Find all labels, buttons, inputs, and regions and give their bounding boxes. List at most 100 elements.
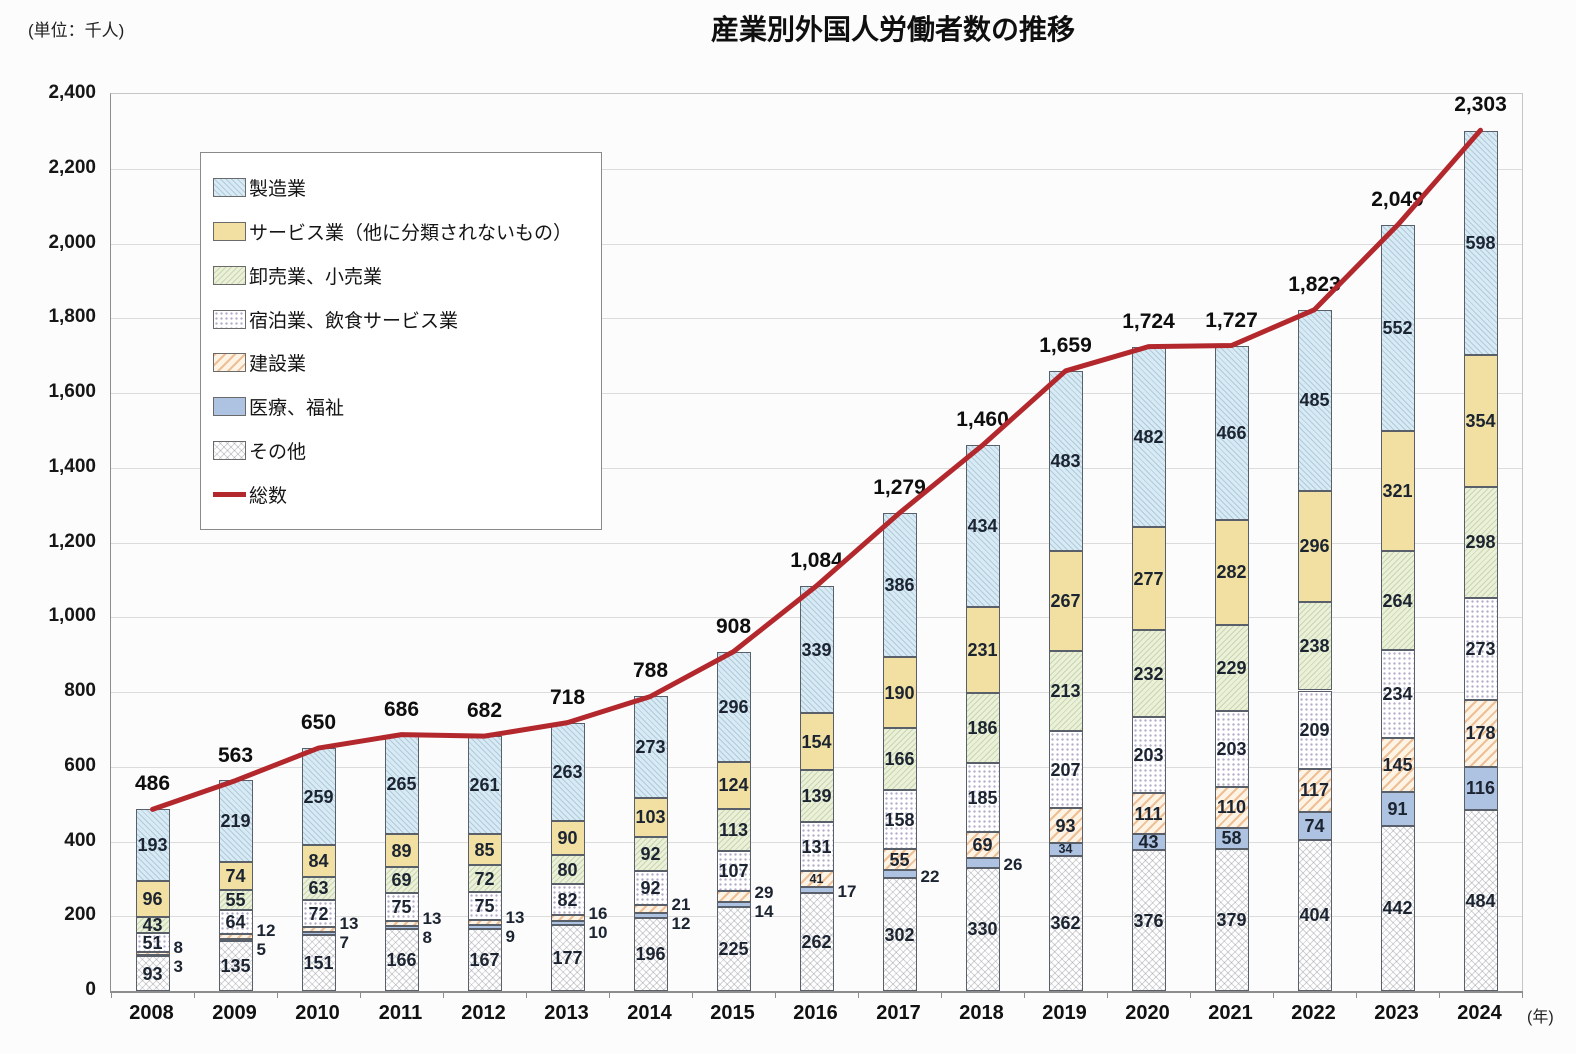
segment-value: 552 [1382, 318, 1413, 339]
x-tick-label: 2024 [1457, 1002, 1502, 1024]
y-tick-label: 1,600 [48, 381, 96, 402]
x-tick-label: 2009 [212, 1002, 257, 1024]
segment-value: 80 [557, 859, 578, 880]
segment-value: 51 [142, 932, 163, 953]
segment-value: 124 [718, 775, 749, 796]
bar-segment-accommodation: 92 [633, 871, 668, 906]
bar-segment-construction [716, 890, 751, 902]
outside-segment-values: 16 10 [589, 904, 608, 942]
legend-label: その他 [249, 442, 307, 464]
bar-segment-manufacturing: 339 [799, 586, 834, 713]
segment-value: 178 [1465, 723, 1496, 744]
segment-value: 302 [884, 924, 915, 945]
segment-value: 89 [391, 840, 412, 861]
bar-segment-accommodation: 185 [965, 763, 1000, 833]
bar-segment-manufacturing: 482 [1131, 346, 1166, 527]
bar-segment-manufacturing: 263 [550, 722, 585, 821]
bar-segment-wholesale: 139 [799, 770, 834, 823]
segment-value: 273 [635, 737, 666, 758]
bar-segment-wholesale: 238 [1297, 601, 1332, 691]
bar-segment-medical: 34 [1048, 842, 1083, 856]
bar-segment-services: 85 [467, 833, 502, 866]
segment-value: 69 [391, 870, 412, 891]
unit-label: (単位：千人) [28, 21, 125, 40]
bar-segment-medical [633, 913, 668, 918]
bar-segment-construction: 117 [1297, 768, 1332, 813]
segment-value: 277 [1133, 568, 1164, 589]
segment-value-outside: 8 [422, 927, 432, 947]
x-tick-label: 2010 [295, 1002, 340, 1024]
y-tick-label: 2,400 [48, 82, 96, 103]
segment-value: 296 [718, 696, 749, 717]
chart-title: 産業別外国人労働者数の推移 [710, 14, 1076, 45]
legend-swatch-manufacturing [213, 177, 246, 197]
x-tick-label: 2015 [710, 1002, 755, 1024]
segment-value: 139 [801, 786, 832, 807]
x-tick-label: 2022 [1291, 1002, 1336, 1024]
segment-value: 321 [1382, 481, 1413, 502]
x-tick-label: 2018 [959, 1002, 1004, 1024]
segment-value-outside: 9 [505, 926, 515, 946]
segment-value: 69 [972, 835, 993, 856]
segment-value: 273 [1465, 639, 1496, 660]
segment-value: 362 [1050, 913, 1081, 934]
bar-segment-wholesale: 264 [1380, 551, 1415, 651]
legend-item-services: サービス業（他に分類されないもの） [213, 218, 593, 245]
segment-value: 166 [884, 749, 915, 770]
x-tick-label: 2011 [378, 1002, 423, 1024]
x-tick-label: 2012 [461, 1002, 506, 1024]
segment-value: 58 [1221, 828, 1242, 849]
outside-segment-values: 17 [838, 882, 857, 901]
bar-segment-construction: 55 [882, 849, 917, 870]
bar-segment-others: 135 [218, 940, 253, 991]
bar-segment-services: 84 [301, 845, 336, 877]
total-value-label: 718 [549, 685, 586, 709]
bar-segment-accommodation: 51 [135, 932, 170, 953]
legend-label: 建設業 [249, 354, 307, 376]
bar-segment-accommodation: 273 [1463, 598, 1498, 701]
segment-value: 298 [1465, 532, 1496, 553]
legend-swatch-wholesale [213, 265, 246, 285]
y-tick-label: 1,200 [48, 530, 96, 552]
bar-segment-others: 302 [882, 878, 917, 991]
bar-segment-wholesale: 92 [633, 836, 668, 872]
outside-segment-values: 13 9 [506, 908, 525, 946]
y-tick-label: 1,400 [48, 455, 96, 477]
outside-segment-values: 12 5 [257, 921, 276, 959]
bar-segment-wholesale: 55 [218, 889, 253, 911]
segment-value: 263 [552, 761, 583, 782]
segment-value: 185 [967, 787, 998, 808]
bar-segment-accommodation: 203 [1131, 717, 1166, 793]
bar-segment-wholesale: 80 [550, 854, 585, 885]
x-tick-label: 2020 [1125, 1002, 1170, 1024]
segment-value: 43 [1138, 832, 1159, 853]
bar-segment-manufacturing: 466 [1214, 345, 1249, 520]
segment-value: 166 [386, 949, 417, 970]
total-value-label: 908 [715, 614, 752, 638]
bar-segment-others: 330 [965, 867, 1000, 991]
bar-segment-medical [384, 925, 419, 929]
bar-segment-services: 103 [633, 798, 668, 837]
total-value-label: 2,303 [1454, 93, 1507, 117]
bar-segment-medical [550, 921, 585, 925]
total-value-label: 1,823 [1288, 272, 1341, 296]
segment-value: 598 [1465, 232, 1496, 253]
x-tick-label: 2021 [1208, 1002, 1253, 1024]
segment-value-outside: 22 [920, 866, 940, 886]
segment-value: 55 [889, 849, 910, 870]
legend-item-others: その他 [213, 437, 593, 464]
bar-segment-wholesale: 213 [1048, 651, 1083, 731]
segment-value: 404 [1299, 905, 1330, 926]
segment-value: 376 [1133, 910, 1164, 931]
segment-value-outside: 16 [588, 903, 608, 923]
bar-segment-manufacturing: 598 [1463, 131, 1498, 355]
segment-value: 92 [640, 878, 661, 899]
segment-value: 72 [474, 868, 495, 889]
total-value-label: 1,460 [956, 408, 1009, 432]
plot-area: 93 51 43 96 193 8 3 486 135 64 55 74 219 12 5 563 151 72 6… [110, 93, 1523, 998]
legend-label: 製造業 [249, 178, 307, 200]
bar-segment-services: 89 [384, 834, 419, 868]
bar-segment-construction [384, 921, 419, 926]
total-value-label: 2,049 [1371, 188, 1424, 212]
